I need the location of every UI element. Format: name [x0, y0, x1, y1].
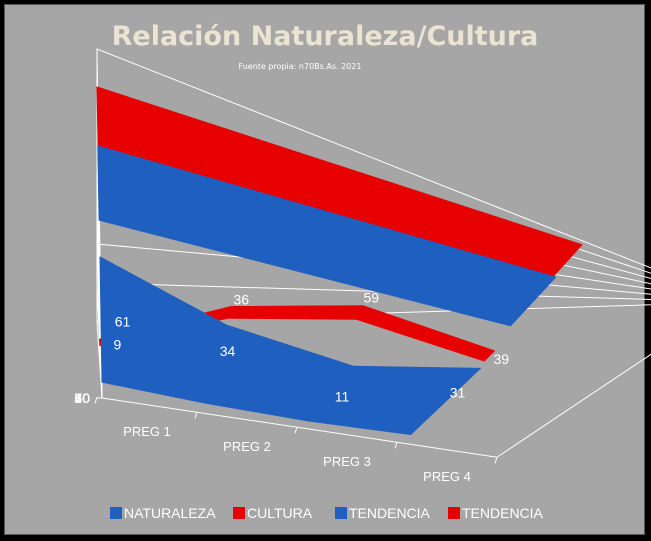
x-tick-label: PREG 4 [423, 469, 471, 484]
legend-swatch [448, 507, 460, 519]
legend-label: NATURALEZA [124, 505, 216, 521]
data-label: 61 [115, 314, 131, 330]
y-tick-label: 0 [82, 390, 90, 406]
legend-swatch [335, 507, 347, 519]
x-tick-label: PREG 3 [323, 454, 371, 469]
x-tick-mark [94, 397, 98, 404]
legend-label: TENDENCIA [462, 505, 544, 521]
chart-title: Relación Naturaleza/Cultura [112, 21, 539, 52]
series-segment [307, 365, 482, 436]
x-axis-line [101, 397, 498, 458]
x-axis-ticks: PREG 1 PREG 2 PREG 3 PREG 4 [94, 397, 498, 484]
data-labels: 61 34 11 31 9 36 59 39 [114, 289, 510, 404]
data-label: 9 [114, 336, 122, 352]
x-tick-mark [394, 442, 398, 449]
x-tick-mark [194, 412, 198, 419]
x-tick-mark [294, 427, 298, 434]
legend-label: CULTURA [247, 505, 313, 521]
data-label: 31 [450, 384, 466, 400]
series-segment [372, 233, 557, 327]
floor-edge-line [496, 353, 651, 458]
y-tick-label: 70 [74, 390, 90, 406]
y-tick-label: 30 [74, 390, 90, 406]
legend-label: TENDENCIA [349, 505, 431, 521]
y-tick-label: 20 [74, 390, 90, 406]
series-segment [227, 305, 364, 320]
data-label: 11 [335, 389, 350, 405]
series-segment [99, 256, 228, 404]
y-tick-label: 60 [74, 390, 90, 406]
legend-swatch [110, 507, 122, 519]
chart-subtitle: Fuente propia: n70Bs.As. 2021 [239, 62, 362, 71]
y-tick-label: 40 [74, 390, 90, 406]
y-tick-label: 50 [74, 390, 90, 406]
x-tick-label: PREG 1 [123, 424, 171, 439]
data-label: 59 [364, 289, 380, 305]
series-layer [96, 86, 583, 436]
series-tendencia-2 [97, 145, 557, 327]
data-label: 36 [234, 291, 250, 307]
y-tick-label: 10 [74, 390, 90, 406]
legend: NATURALEZA CULTURA TENDENCIA TENDENCIA [110, 505, 544, 521]
x-tick-mark [494, 457, 498, 464]
series-tendencia-3 [96, 86, 583, 296]
series-naturaleza-0 [99, 256, 482, 436]
data-label: 39 [494, 351, 510, 367]
series-segment [355, 305, 496, 362]
legend-swatch [233, 507, 245, 519]
x-tick-label: PREG 2 [223, 439, 271, 454]
data-label: 34 [220, 343, 236, 359]
